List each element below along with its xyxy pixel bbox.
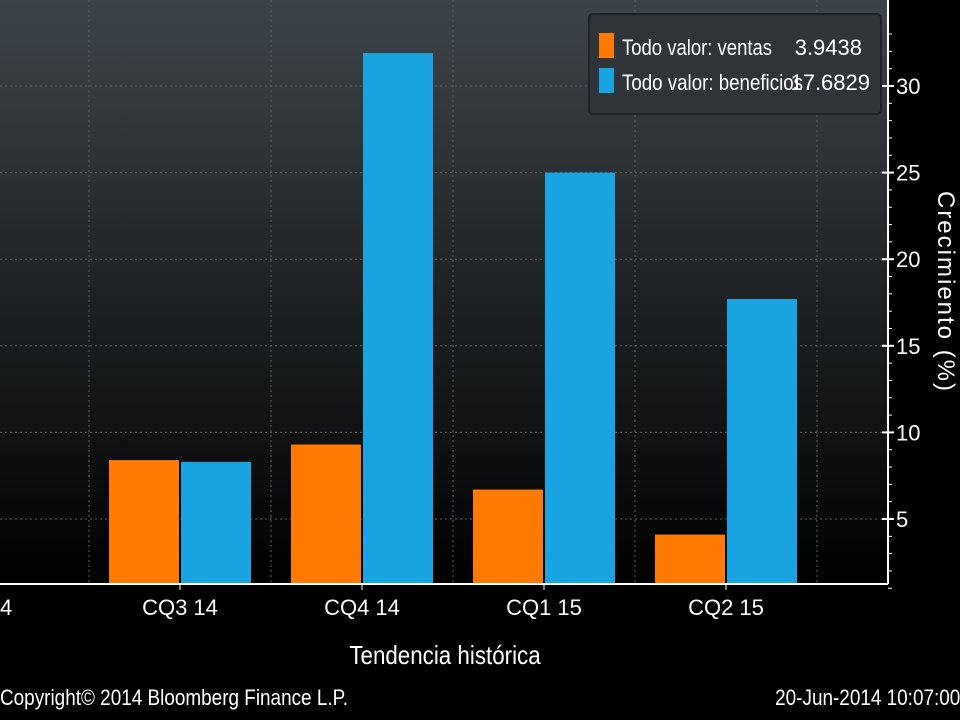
bar-ventas [473,489,543,584]
bar-beneficios [727,299,797,584]
y-tick-label: 25 [896,161,920,186]
x-tick-label: CQ2 15 [688,595,764,620]
bar-beneficios [545,172,615,584]
bars [109,53,797,585]
x-tick-label: CQ4 14 [324,595,400,620]
x-axis-label: Tendencia histórica [349,641,541,670]
legend-swatch-ventas [599,33,614,58]
bar-beneficios [363,53,433,585]
legend-label-beneficios: Todo valor: beneficios [622,70,803,95]
y-tick-label: 5 [896,507,908,532]
bar-ventas [655,534,725,584]
legend-swatch-beneficios [599,68,614,93]
legend-value-beneficios: 17.6829 [790,70,870,95]
y-tick-label: 15 [896,334,920,359]
legend-value-ventas: 3.9438 [795,35,862,60]
timestamp-text: 20-Jun-2014 10:07:00 [774,685,960,710]
legend-label-ventas: Todo valor: ventas [622,35,772,60]
x-tick-label: 4 [0,595,12,620]
y-axis: 5 10 15 20 25 30 [882,0,920,589]
legend-box [588,13,882,115]
y-tick-label: 20 [896,247,920,272]
bar-ventas [291,444,361,584]
bar-ventas [109,460,179,584]
y-tick-label: 30 [896,74,920,99]
y-tick-label: 10 [896,420,920,445]
x-tick-label: CQ3 14 [142,595,218,620]
copyright-text: Copyright© 2014 Bloomberg Finance L.P. [0,685,349,710]
x-axis: 4 CQ3 14 CQ4 14 CQ1 15 CQ2 15 [0,583,888,620]
legend: Todo valor: ventas 3.9438 Todo valor: be… [588,13,882,115]
x-tick-label: CQ1 15 [506,595,582,620]
bar-beneficios [181,461,251,584]
y-axis-label: Crecimiento (%) [932,191,959,393]
